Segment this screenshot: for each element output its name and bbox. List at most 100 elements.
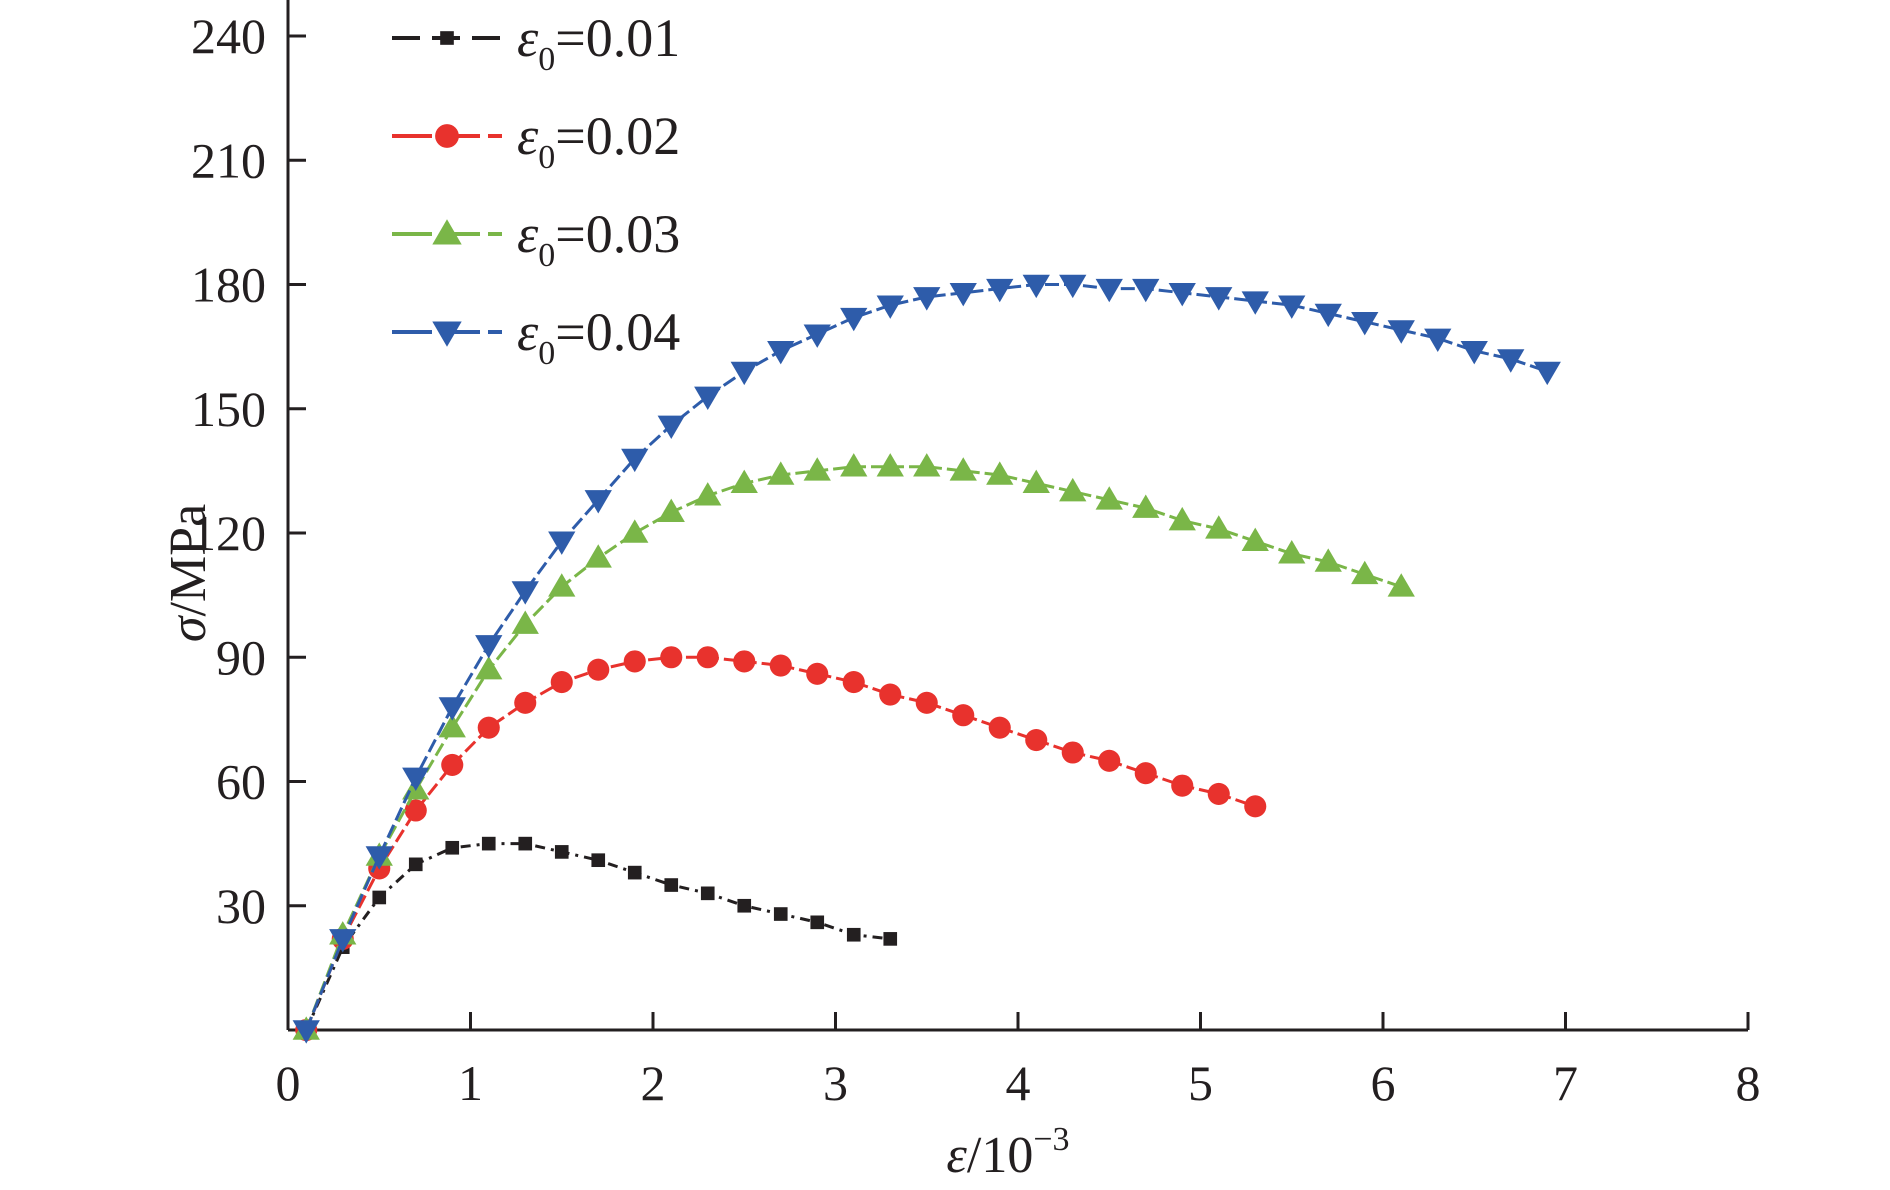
- data-point-circle: [1134, 762, 1157, 785]
- data-point-circle: [806, 662, 829, 685]
- legend-symbol: ε: [517, 8, 539, 68]
- x-tick-label: 4: [1006, 1055, 1031, 1111]
- data-point-triangle-up: [548, 573, 576, 597]
- legend-item-2: ε0=0.02: [392, 106, 680, 176]
- data-point-square: [445, 840, 460, 855]
- y-tick-label: 90: [216, 629, 266, 685]
- data-point-triangle-down: [876, 295, 904, 319]
- data-point-triangle-down: [402, 767, 430, 792]
- data-point-circle: [550, 671, 573, 694]
- data-point-triangle-up: [730, 469, 758, 494]
- x-tick-label: 6: [1371, 1055, 1396, 1111]
- data-point-triangle-up: [1168, 506, 1196, 531]
- legend-subscript: 0: [538, 139, 555, 176]
- x-tick-label: 2: [641, 1055, 666, 1111]
- x-axis-title: ε/10−3: [946, 1121, 1069, 1184]
- data-point-square: [440, 31, 454, 45]
- data-point-circle: [696, 646, 719, 669]
- x-tick-label: 3: [823, 1055, 848, 1111]
- data-point-triangle-down: [1314, 303, 1342, 328]
- data-point-triangle-down: [949, 283, 977, 307]
- data-point-triangle-up: [1387, 573, 1415, 597]
- series-3: [292, 453, 1415, 1040]
- x-tick-label: 1: [458, 1055, 483, 1111]
- data-point-triangle-down: [913, 287, 941, 311]
- legend-item-3: ε0=0.03: [392, 204, 680, 274]
- data-point-square: [846, 927, 861, 942]
- data-point-triangle-down: [621, 448, 649, 473]
- data-point-triangle-up: [657, 498, 685, 523]
- data-point-square: [481, 836, 496, 851]
- data-point-circle: [769, 654, 792, 677]
- data-point-square: [408, 857, 423, 872]
- data-point-triangle-down: [657, 415, 685, 439]
- y-tick-label: 30: [216, 878, 266, 934]
- legend-subscript: 0: [538, 237, 555, 274]
- data-point-triangle-up: [438, 714, 466, 738]
- data-point-triangle-down: [548, 531, 576, 555]
- data-point-triangle-down: [1095, 278, 1123, 303]
- legend-symbol: ε: [517, 204, 539, 264]
- data-point-triangle-down: [986, 278, 1014, 303]
- data-point-triangle-up: [1132, 494, 1160, 518]
- data-point-triangle-up: [475, 656, 503, 680]
- data-point-triangle-up: [913, 453, 941, 477]
- series-line: [304, 283, 1548, 1031]
- x-tick-label: 5: [1188, 1055, 1213, 1111]
- data-point-circle: [1207, 782, 1230, 805]
- data-point-circle: [952, 704, 975, 727]
- data-point-circle: [733, 650, 756, 673]
- data-point-triangle-down: [1387, 320, 1415, 344]
- data-point-triangle-down: [475, 635, 503, 659]
- data-point-circle: [842, 671, 865, 694]
- data-point-triangle-up: [1022, 469, 1050, 494]
- x-axis-text: /10: [967, 1127, 1033, 1184]
- data-point-triangle-down: [840, 307, 868, 332]
- data-point-circle: [477, 716, 500, 739]
- series-line: [304, 842, 891, 1031]
- data-point-triangle-down: [1132, 278, 1160, 303]
- legend-symbol: ε: [517, 302, 539, 362]
- data-point-triangle-down: [438, 697, 466, 721]
- legend-label: ε0=0.01: [517, 8, 680, 78]
- data-point-square: [700, 886, 715, 901]
- data-point-triangle-down: [1460, 341, 1488, 365]
- x-tick-label: 8: [1736, 1055, 1761, 1111]
- data-point-circle: [1061, 741, 1084, 764]
- data-point-triangle-down: [803, 324, 831, 348]
- legend-subscript: 0: [538, 41, 555, 78]
- data-point-triangle-up: [694, 482, 722, 506]
- data-point-triangle-down: [767, 341, 795, 365]
- data-point-triangle-up: [803, 457, 831, 481]
- data-point-triangle-down: [511, 581, 539, 605]
- x-tick-label: 7: [1553, 1055, 1578, 1111]
- plot-area: [292, 274, 1561, 1044]
- data-point-square: [518, 836, 533, 851]
- data-point-triangle-down: [1205, 287, 1233, 311]
- data-point-circle: [1171, 774, 1194, 797]
- data-point-circle: [1244, 795, 1267, 818]
- legend-symbol: ε: [517, 106, 539, 166]
- series-2: [295, 646, 1267, 1042]
- data-point-triangle-up: [1241, 527, 1269, 552]
- legend-value: =0.01: [555, 8, 680, 68]
- data-point-triangle-up: [584, 544, 612, 568]
- data-point-triangle-up: [621, 519, 649, 543]
- data-point-triangle-down: [1022, 274, 1050, 299]
- legend-label: ε0=0.04: [517, 302, 680, 372]
- data-point-circle: [879, 683, 902, 706]
- data-point-circle: [441, 753, 464, 776]
- data-point-triangle-up: [767, 461, 795, 485]
- y-axis-title: σ/MPa: [160, 504, 217, 642]
- data-point-square: [773, 907, 788, 921]
- y-axis-text: /MPa: [160, 504, 217, 617]
- data-point-square: [810, 915, 825, 930]
- data-point-triangle-up: [511, 610, 539, 634]
- legend-item-4: ε0=0.04: [392, 302, 680, 372]
- legend-subscript: 0: [538, 335, 555, 372]
- data-point-circle: [915, 691, 938, 714]
- data-point-square: [664, 878, 679, 892]
- x-axis-superscript: −3: [1033, 1121, 1069, 1158]
- data-point-triangle-down: [1059, 274, 1087, 299]
